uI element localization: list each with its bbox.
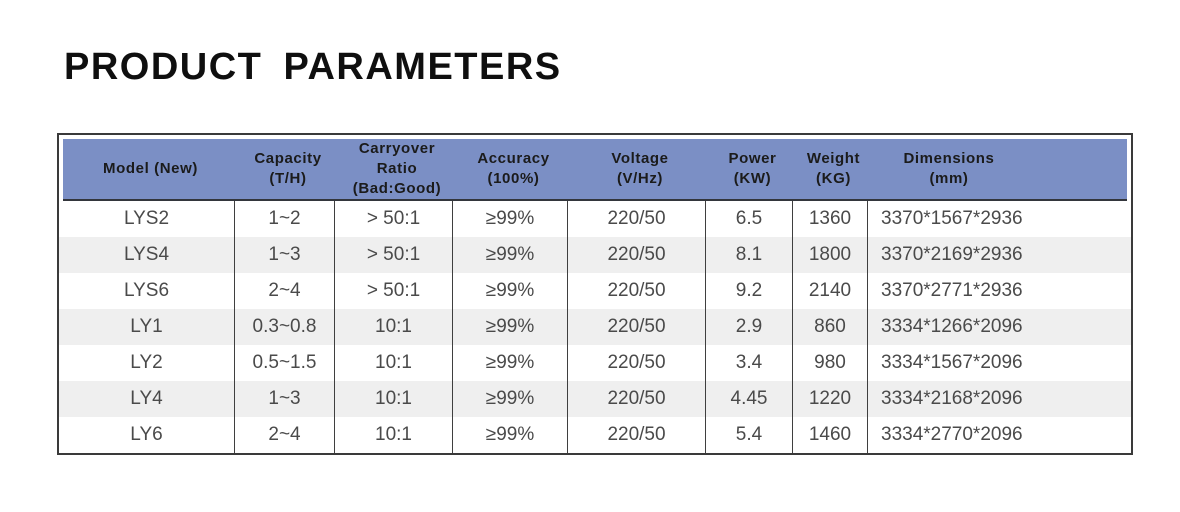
cell-accuracy: ≥99%: [452, 345, 567, 381]
header-label: Carryover Ratio: [358, 140, 436, 178]
cell-dimensions: 3370*1567*2936: [867, 201, 1131, 237]
table-row: LYS2 1~2 > 50:1 ≥99% 220/50 6.5 1360 3370*1567*…: [59, 201, 1131, 237]
cell-capacity: 0.3~0.8: [234, 309, 334, 345]
cell-model: LY4: [130, 388, 163, 409]
cell-voltage: 220/50: [567, 237, 705, 273]
header-label: Dimensions: [903, 150, 995, 168]
cell-voltage: 220/50: [567, 345, 705, 381]
table-row: LY2 0.5~1.5 10:1 ≥99% 220/50 3.4 980 3334*1567*…: [59, 345, 1131, 381]
cell-carryover: 10:1: [334, 381, 452, 417]
cell-weight: 1220: [792, 381, 867, 417]
cell-power: 5.4: [705, 417, 792, 453]
table-row: LYS6 2~4 > 50:1 ≥99% 220/50 9.2 2140 3370*2771*…: [59, 273, 1131, 309]
cell-accuracy: ≥99%: [452, 309, 567, 345]
header-sublabel: (100%): [487, 170, 540, 187]
cell-accuracy: ≥99%: [452, 237, 567, 273]
cell-accuracy: ≥99%: [452, 381, 567, 417]
cell-capacity: 1~2: [234, 201, 334, 237]
header-label: Power: [728, 150, 777, 168]
cell-capacity: 0.5~1.5: [234, 345, 334, 381]
cell-capacity: 2~4: [234, 417, 334, 453]
header-sublabel: (Bad:Good): [352, 179, 442, 197]
cell-voltage: 220/50: [567, 273, 705, 309]
header-label: Accuracy: [477, 150, 550, 168]
header-cell-weight: Weight (KG): [796, 139, 871, 199]
header-cell-dimensions: Dimensions (mm): [871, 139, 1127, 199]
cell-carryover: > 50:1: [334, 201, 452, 237]
cell-accuracy: ≥99%: [452, 201, 567, 237]
cell-model: LY2: [130, 352, 163, 373]
table-header-row: Model (New) Capacity (T/H) Carryover Rat…: [63, 139, 1127, 201]
cell-dimensions: 3334*1266*2096: [867, 309, 1131, 345]
cell-model: LY1: [130, 316, 163, 337]
product-parameters-table: Model (New) Capacity (T/H) Carryover Rat…: [57, 133, 1133, 455]
cell-dimensions: 3334*2770*2096: [867, 417, 1131, 453]
cell-model: LYS6: [123, 280, 170, 301]
header-cell-voltage: Voltage (V/Hz): [571, 139, 709, 199]
cell-weight: 1360: [792, 201, 867, 237]
cell-model: LYS4: [123, 244, 170, 265]
cell-dimensions: 3370*2771*2936: [867, 273, 1131, 309]
cell-voltage: 220/50: [567, 417, 705, 453]
header-label: Weight: [806, 150, 861, 168]
header-cell-model: Model (New): [63, 139, 238, 199]
cell-carryover: 10:1: [334, 345, 452, 381]
header-cell-carryover: Carryover Ratio (Bad:Good): [338, 139, 456, 199]
table-row: LY1 0.3~0.8 10:1 ≥99% 220/50 2.9 860 3334*1266*…: [59, 309, 1131, 345]
page-title: PRODUCT PARAMETERS: [64, 46, 562, 88]
cell-weight: 860: [792, 309, 867, 345]
cell-voltage: 220/50: [567, 309, 705, 345]
header-cell-capacity: Capacity (T/H): [238, 139, 338, 199]
cell-dimensions: 3334*1567*2096: [867, 345, 1131, 381]
table-row: LYS4 1~3 > 50:1 ≥99% 220/50 8.1 1800 3370*2169*…: [59, 237, 1131, 273]
cell-weight: 980: [792, 345, 867, 381]
cell-power: 6.5: [705, 201, 792, 237]
header-label: Voltage: [611, 150, 669, 168]
cell-carryover: 10:1: [334, 417, 452, 453]
table-body: LYS2 1~2 > 50:1 ≥99% 220/50 6.5 1360 3370*1567*…: [59, 201, 1131, 453]
cell-power: 9.2: [705, 273, 792, 309]
cell-model: LY6: [130, 424, 163, 445]
cell-accuracy: ≥99%: [452, 273, 567, 309]
table-row: LY6 2~4 10:1 ≥99% 220/50 5.4 1460 3334*2770*209…: [59, 417, 1131, 453]
cell-accuracy: ≥99%: [452, 417, 567, 453]
cell-carryover: > 50:1: [334, 237, 452, 273]
header-sublabel: (mm): [929, 170, 969, 187]
header-sublabel: (V/Hz): [616, 170, 664, 187]
header-sublabel: (KG): [816, 170, 851, 187]
cell-power: 4.45: [705, 381, 792, 417]
header-sublabel: (KW): [733, 170, 772, 187]
table-row: LY4 1~3 10:1 ≥99% 220/50 4.45 1220 3334*2168*20…: [59, 381, 1131, 417]
cell-capacity: 2~4: [234, 273, 334, 309]
header-label: Capacity: [254, 150, 322, 168]
cell-voltage: 220/50: [567, 381, 705, 417]
cell-capacity: 1~3: [234, 237, 334, 273]
cell-carryover: > 50:1: [334, 273, 452, 309]
cell-weight: 1460: [792, 417, 867, 453]
header-label: Model (New): [103, 160, 198, 178]
header-sublabel: (T/H): [269, 170, 307, 187]
cell-power: 3.4: [705, 345, 792, 381]
cell-power: 2.9: [705, 309, 792, 345]
cell-capacity: 1~3: [234, 381, 334, 417]
cell-power: 8.1: [705, 237, 792, 273]
cell-voltage: 220/50: [567, 201, 705, 237]
header-cell-accuracy: Accuracy (100%): [456, 139, 571, 199]
cell-dimensions: 3370*2169*2936: [867, 237, 1131, 273]
cell-model: LYS2: [123, 208, 170, 229]
header-cell-power: Power (KW): [709, 139, 796, 199]
cell-dimensions: 3334*2168*2096: [867, 381, 1131, 417]
cell-weight: 1800: [792, 237, 867, 273]
cell-carryover: 10:1: [334, 309, 452, 345]
cell-weight: 2140: [792, 273, 867, 309]
